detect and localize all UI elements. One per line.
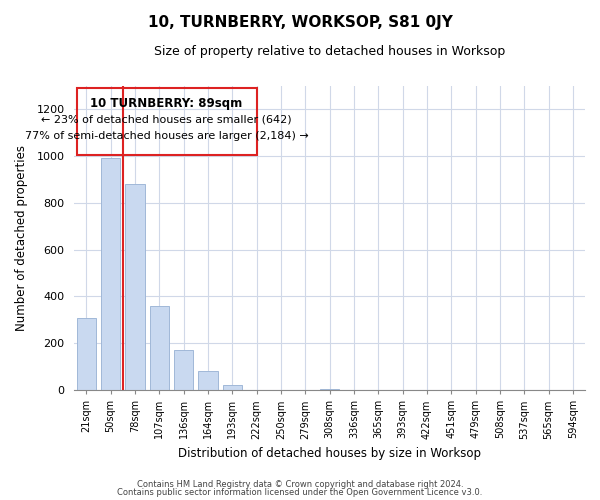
Bar (101, 158, 121, 390)
Bar (198, 372, 218, 390)
Title: Size of property relative to detached houses in Worksop: Size of property relative to detached ho… (154, 45, 505, 58)
Bar (149, 306, 169, 390)
Text: Contains public sector information licensed under the Open Government Licence v3: Contains public sector information licen… (118, 488, 482, 497)
Bar (77, 88, 257, 154)
Y-axis label: Number of detached properties: Number of detached properties (15, 145, 28, 331)
X-axis label: Distribution of detached houses by size in Worksop: Distribution of detached houses by size … (178, 447, 481, 460)
Bar (125, 184, 145, 390)
Bar (320, 389, 340, 390)
Bar (223, 386, 242, 390)
Text: Contains HM Land Registry data © Crown copyright and database right 2024.: Contains HM Land Registry data © Crown c… (137, 480, 463, 489)
Bar (174, 350, 193, 390)
Text: 10 TURNBERRY: 89sqm: 10 TURNBERRY: 89sqm (91, 98, 243, 110)
Text: 10, TURNBERRY, WORKSOP, S81 0JY: 10, TURNBERRY, WORKSOP, S81 0JY (148, 15, 452, 30)
Text: 77% of semi-detached houses are larger (2,184) →: 77% of semi-detached houses are larger (… (25, 131, 308, 141)
Bar (77, 318, 96, 390)
Text: ← 23% of detached houses are smaller (642): ← 23% of detached houses are smaller (64… (41, 115, 292, 125)
